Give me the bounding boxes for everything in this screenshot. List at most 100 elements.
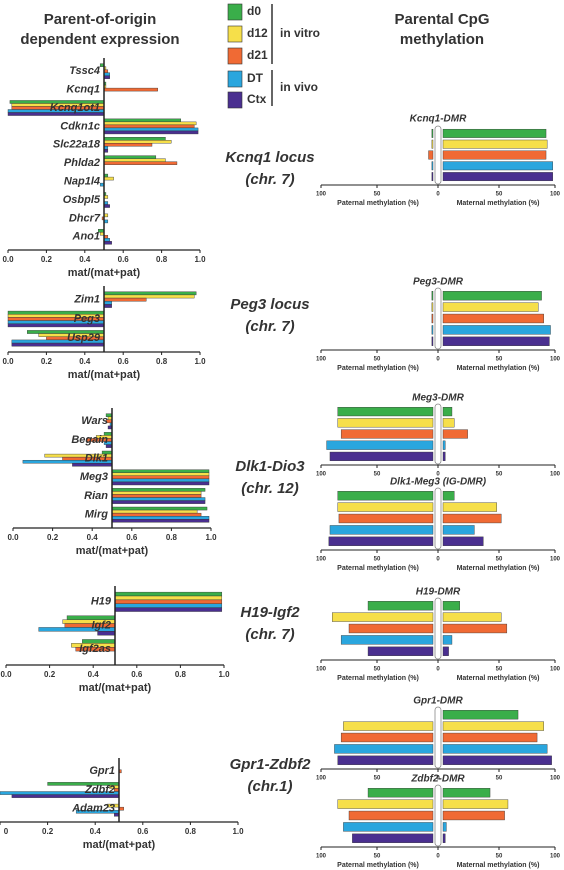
bar bbox=[103, 121, 197, 126]
bar bbox=[111, 494, 202, 498]
legend-label: Ctx bbox=[247, 92, 267, 106]
x-tick-label: 0 bbox=[436, 192, 440, 198]
left-title: dependent expression bbox=[20, 31, 179, 48]
bar bbox=[114, 595, 223, 601]
x-tick-label: 0.4 bbox=[87, 533, 99, 542]
category-label: Zim1 bbox=[73, 294, 100, 306]
right-title: methylation bbox=[400, 31, 484, 48]
x-axis-label: Maternal methylation (%) bbox=[457, 565, 540, 572]
locus-label: Dlk1-Dio3 bbox=[235, 458, 305, 475]
panel-title: Meg3-DMR bbox=[412, 393, 464, 404]
bar bbox=[442, 336, 550, 346]
x-tick-label: 100 bbox=[316, 357, 327, 363]
bar bbox=[103, 87, 158, 92]
bar bbox=[343, 721, 434, 731]
center-gap bbox=[434, 403, 442, 465]
center-gap bbox=[434, 287, 442, 350]
bar bbox=[103, 143, 153, 147]
x-tick-label: 0 bbox=[4, 827, 9, 836]
bar bbox=[334, 744, 434, 754]
category-label: Tssc4 bbox=[69, 65, 100, 77]
bar bbox=[103, 294, 195, 299]
bar bbox=[111, 475, 210, 480]
bar bbox=[340, 429, 434, 439]
bar bbox=[111, 491, 202, 495]
x-tick-label: 100 bbox=[550, 557, 561, 563]
x-tick-label: 1.0 bbox=[194, 357, 206, 366]
category-label: Begain bbox=[71, 434, 108, 446]
x-tick-label: 0.8 bbox=[185, 827, 197, 836]
bar bbox=[103, 118, 182, 123]
panel-title: Peg3-DMR bbox=[413, 277, 464, 288]
x-tick-label: 50 bbox=[374, 557, 381, 563]
x-tick-label: 50 bbox=[374, 776, 381, 782]
x-tick-label: 0.0 bbox=[0, 670, 12, 679]
group-label: in vivo bbox=[280, 80, 318, 94]
bar bbox=[431, 313, 434, 324]
legend-label: d21 bbox=[247, 48, 268, 62]
x-tick-label: 0 bbox=[436, 667, 440, 673]
bar bbox=[442, 502, 497, 512]
bar bbox=[442, 418, 455, 428]
category-label: Igf2 bbox=[91, 619, 111, 631]
x-tick-label: 0.0 bbox=[7, 533, 19, 542]
bar bbox=[442, 313, 545, 324]
x-tick-label: 50 bbox=[374, 472, 381, 478]
bar bbox=[337, 799, 434, 809]
x-tick-label: 100 bbox=[316, 854, 327, 860]
x-axis-label: mat/(mat+pat) bbox=[83, 839, 156, 851]
category-label: Rian bbox=[84, 490, 108, 502]
bar bbox=[103, 176, 114, 181]
bar bbox=[442, 601, 460, 611]
category-label: Phlda2 bbox=[64, 157, 100, 169]
locus-label: (chr.1) bbox=[247, 778, 292, 795]
x-tick-label: 0.8 bbox=[156, 255, 168, 264]
bar bbox=[442, 429, 468, 439]
x-tick-label: 0.6 bbox=[131, 670, 143, 679]
bar bbox=[328, 536, 434, 546]
bar bbox=[442, 440, 446, 450]
bar bbox=[442, 139, 548, 149]
bar bbox=[111, 519, 210, 523]
panel-title: Zdbf2-DMR bbox=[410, 774, 465, 785]
bar bbox=[352, 833, 434, 843]
category-label: Mirg bbox=[85, 509, 109, 521]
x-tick-label: 50 bbox=[496, 357, 503, 363]
bar bbox=[431, 139, 434, 149]
x-tick-label: 1.0 bbox=[194, 255, 206, 264]
bar bbox=[111, 512, 202, 517]
x-tick-label: 100 bbox=[550, 776, 561, 782]
panel-title: Kcnq1-DMR bbox=[410, 114, 467, 125]
bar bbox=[431, 172, 434, 182]
bar bbox=[340, 732, 434, 743]
bar bbox=[442, 833, 446, 843]
bar bbox=[114, 603, 223, 608]
panel-title: Gpr1-DMR bbox=[413, 696, 463, 707]
bar bbox=[103, 127, 199, 132]
bar bbox=[332, 612, 434, 622]
x-tick-label: 1.0 bbox=[218, 670, 230, 679]
x-tick-label: 0 bbox=[436, 776, 440, 782]
x-tick-label: 100 bbox=[550, 472, 561, 478]
x-axis-label: Maternal methylation (%) bbox=[457, 200, 540, 207]
x-tick-label: 100 bbox=[550, 357, 561, 363]
x-tick-label: 0.6 bbox=[118, 357, 130, 366]
category-label: Gpr1 bbox=[89, 765, 115, 777]
bar bbox=[111, 472, 210, 477]
bar bbox=[329, 525, 434, 535]
x-tick-label: 0.8 bbox=[166, 533, 178, 542]
bar bbox=[442, 536, 484, 546]
bar bbox=[111, 515, 210, 520]
x-tick-label: 0.2 bbox=[42, 827, 54, 836]
bar bbox=[111, 506, 208, 511]
bar bbox=[442, 302, 539, 312]
locus-label: Peg3 locus bbox=[230, 296, 309, 313]
x-tick-label: 100 bbox=[316, 557, 327, 563]
category-label: Ano1 bbox=[72, 231, 101, 243]
category-label: Kcnq1ot1 bbox=[50, 102, 100, 114]
category-label: Usp29 bbox=[67, 332, 101, 344]
category-label: Zdbf2 bbox=[84, 784, 115, 796]
x-tick-label: 0 bbox=[436, 854, 440, 860]
bar bbox=[442, 325, 551, 335]
category-label: Osbpl5 bbox=[63, 194, 101, 206]
